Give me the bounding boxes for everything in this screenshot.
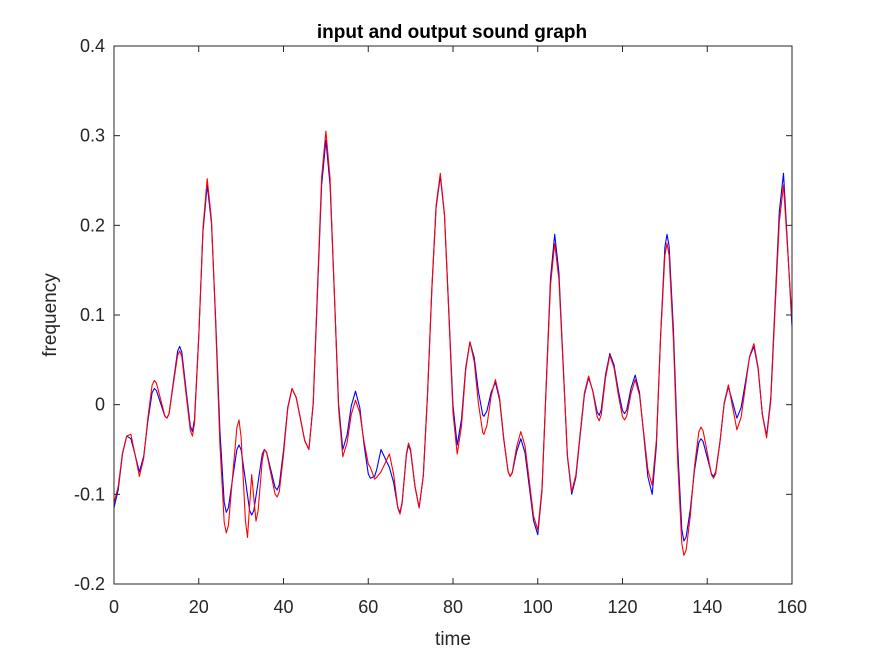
x-tick-label: 100 <box>523 597 553 617</box>
x-tick-label: 0 <box>109 597 119 617</box>
x-tick-label: 60 <box>358 597 378 617</box>
y-tick-label: -0.1 <box>74 484 105 504</box>
y-tick-label: 0 <box>95 395 105 415</box>
y-tick-label: 0.4 <box>80 36 105 56</box>
x-tick-label: 40 <box>273 597 293 617</box>
x-tick-label: 20 <box>189 597 209 617</box>
x-axis-label: time <box>435 629 471 650</box>
y-tick-label: -0.2 <box>74 574 105 594</box>
chart-title: input and output sound graph <box>317 22 587 43</box>
x-tick-label: 120 <box>607 597 637 617</box>
x-axis: 0 20 40 60 80 100 120 140 160 <box>109 46 807 617</box>
series-line-output <box>113 130 793 556</box>
x-tick-label: 160 <box>777 597 807 617</box>
x-tick-label: 80 <box>443 597 463 617</box>
plot-area: 0 20 40 60 80 100 120 140 160 -0.2 -0.1 0 0.1 0.2 0.3… <box>74 36 807 617</box>
y-tick-label: 0.3 <box>80 126 105 146</box>
y-axis: -0.2 -0.1 0 0.1 0.2 0.3 0.4 <box>74 36 792 594</box>
y-axis-label: frequency <box>40 273 61 357</box>
series-layer <box>113 130 793 556</box>
y-tick-label: 0.2 <box>80 215 105 235</box>
y-tick-label: 0.1 <box>80 305 105 325</box>
x-tick-label: 140 <box>692 597 722 617</box>
